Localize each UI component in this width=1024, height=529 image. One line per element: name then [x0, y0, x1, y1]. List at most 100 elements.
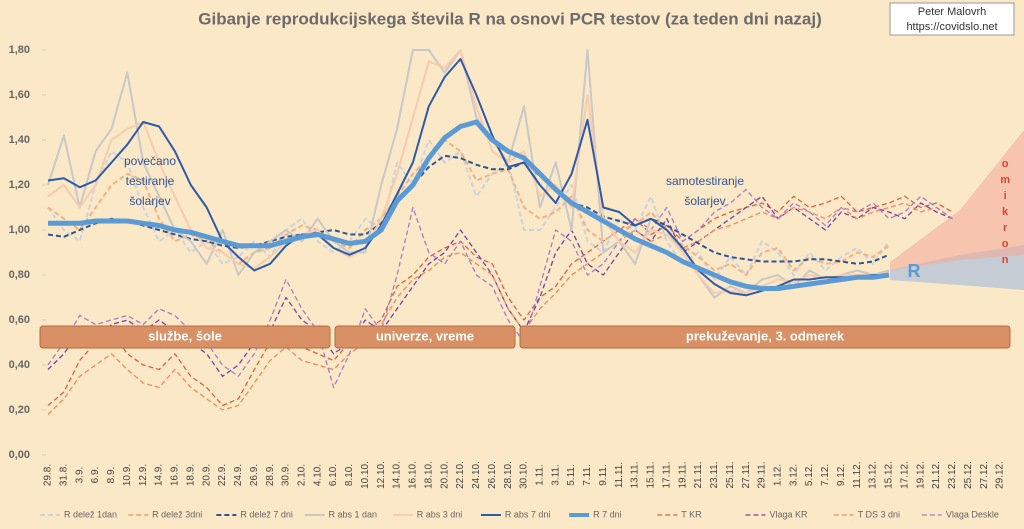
x-tick-label: 3.12.	[788, 464, 799, 486]
period-label: prekuževanje, 3. odmerek	[686, 328, 845, 343]
period-box	[519, 325, 1011, 349]
period-box	[334, 325, 516, 349]
x-tick-label: 2.10.	[297, 464, 308, 486]
series-label: R	[908, 261, 921, 281]
x-tick-label: 3.9.	[74, 467, 85, 484]
legend-label: R delež 1dan	[64, 509, 117, 519]
legend-label: R delež 3dni	[152, 509, 202, 519]
x-tick-label: 12.9.	[138, 464, 149, 486]
annotation: povečano	[124, 154, 176, 168]
x-tick-label: 10.9.	[122, 464, 133, 486]
legend-label: Vlaga KR	[769, 509, 808, 519]
x-tick-label: 11.11.	[614, 462, 625, 488]
x-tick-label: 18.9.	[185, 464, 196, 486]
legend-label: R 7 dni	[593, 509, 622, 519]
x-tick-label: 25.12.	[963, 461, 974, 489]
x-tick-label: 24.9.	[233, 464, 244, 486]
legend-label: T DS 3 dni	[858, 509, 900, 519]
x-tick-label: 29.11.	[757, 461, 768, 488]
y-tick-label: 1,80	[9, 44, 30, 56]
x-tick-label: 18.10.	[423, 461, 434, 489]
x-tick-label: 22.9.	[217, 464, 228, 486]
omicron-band	[890, 130, 1024, 270]
y-tick-label: 0,40	[9, 359, 30, 371]
annotation: šolarjev	[129, 194, 170, 208]
x-tick-label: 23.12.	[947, 461, 958, 489]
x-tick-label: 26.10.	[487, 461, 498, 489]
x-tick-label: 22.10.	[455, 461, 466, 489]
series-line	[47, 195, 953, 377]
x-tick-label: 4.10.	[312, 464, 323, 486]
chart-title: Gibanje reprodukcijskega števila R na os…	[198, 9, 822, 28]
x-tick-label: 23.11.	[709, 461, 720, 488]
x-tick-label: 14.10.	[392, 461, 403, 489]
x-tick-label: 8.9.	[106, 467, 117, 484]
credit-url: https://covidslo.net	[906, 21, 997, 33]
x-tick-label: 28.10.	[503, 461, 514, 489]
series-line	[48, 119, 890, 291]
x-tick-label: 25.11.	[725, 461, 736, 488]
x-tick-label: 9.12.	[836, 464, 847, 486]
x-tick-label: 30.9.	[281, 464, 292, 486]
legend-label: R abs 3 dni	[417, 509, 463, 519]
x-tick-label: 20.10.	[439, 461, 450, 489]
y-tick-label: 1,40	[9, 134, 30, 146]
x-tick-label: 28.9.	[265, 464, 276, 486]
x-tick-label: 6.10.	[328, 464, 339, 486]
x-tick-label: 21.11.	[693, 461, 704, 488]
x-tick-label: 15.12.	[884, 461, 895, 489]
credit-author: Peter Malovrh	[918, 6, 986, 18]
x-tick-label: 3.11.	[550, 464, 561, 486]
x-tick-label: 5.11.	[566, 464, 577, 486]
x-tick-label: 16.10.	[408, 461, 419, 489]
x-tick-label: 15.11.	[646, 461, 657, 488]
x-tick-label: 1.11.	[535, 464, 546, 486]
series-line	[47, 49, 890, 299]
legend-label: R abs 1 dan	[329, 509, 378, 519]
x-tick-label: 16.9.	[170, 464, 181, 486]
x-tick-label: 17.11.	[661, 461, 672, 488]
x-tick-label: 20.9.	[201, 464, 212, 486]
x-tick-label: 11.12.	[852, 461, 863, 488]
x-tick-label: 29.8.	[43, 464, 54, 486]
y-tick-label: 0,80	[9, 269, 30, 281]
x-tick-label: 31.8.	[59, 464, 70, 486]
legend-label: T KR	[681, 509, 702, 519]
x-tick-label: 27.12.	[979, 461, 990, 489]
x-tick-label: 10.10.	[360, 461, 371, 489]
x-tick-label: 7.12.	[820, 464, 831, 486]
legend-label: R abs 7 dni	[505, 509, 551, 519]
y-tick-label: 1,20	[9, 179, 30, 191]
x-tick-label: 26.9.	[249, 464, 260, 486]
period-box	[39, 325, 331, 349]
x-tick-label: 7.11.	[582, 464, 593, 486]
x-tick-label: 1.12.	[773, 464, 784, 486]
x-tick-label: 5.12.	[804, 464, 815, 486]
x-tick-label: 19.12.	[915, 461, 926, 489]
x-tick-label: 27.11.	[741, 461, 752, 488]
x-tick-label: 30.10.	[519, 461, 530, 489]
y-tick-label: 0,60	[9, 314, 30, 326]
x-tick-label: 9.11.	[598, 464, 609, 486]
omicron-label: omikron	[999, 158, 1011, 270]
y-tick-label: 1,00	[9, 224, 30, 236]
x-tick-label: 12.10.	[376, 461, 387, 489]
legend-label: R delež 7 dni	[240, 509, 293, 519]
x-tick-label: 24.10.	[471, 461, 482, 489]
y-tick-label: 0,20	[9, 404, 30, 416]
plot	[47, 49, 953, 415]
x-tick-label: 14.9.	[154, 464, 165, 486]
x-tick-label: 13.11.	[630, 461, 641, 488]
series-line	[47, 202, 953, 415]
x-tick-label: 6.9.	[90, 467, 101, 484]
y-tick-label: 1,60	[9, 89, 30, 101]
annotation: šolarjev	[684, 194, 725, 208]
legend-label: Vlaga Deskle	[946, 509, 999, 519]
annotation: samotestiranje	[666, 174, 744, 188]
series-line	[47, 58, 889, 297]
x-tick-label: 29.12.	[995, 461, 1006, 489]
annotation: testiranje	[126, 174, 175, 188]
period-label: univerze, vreme	[376, 328, 474, 343]
